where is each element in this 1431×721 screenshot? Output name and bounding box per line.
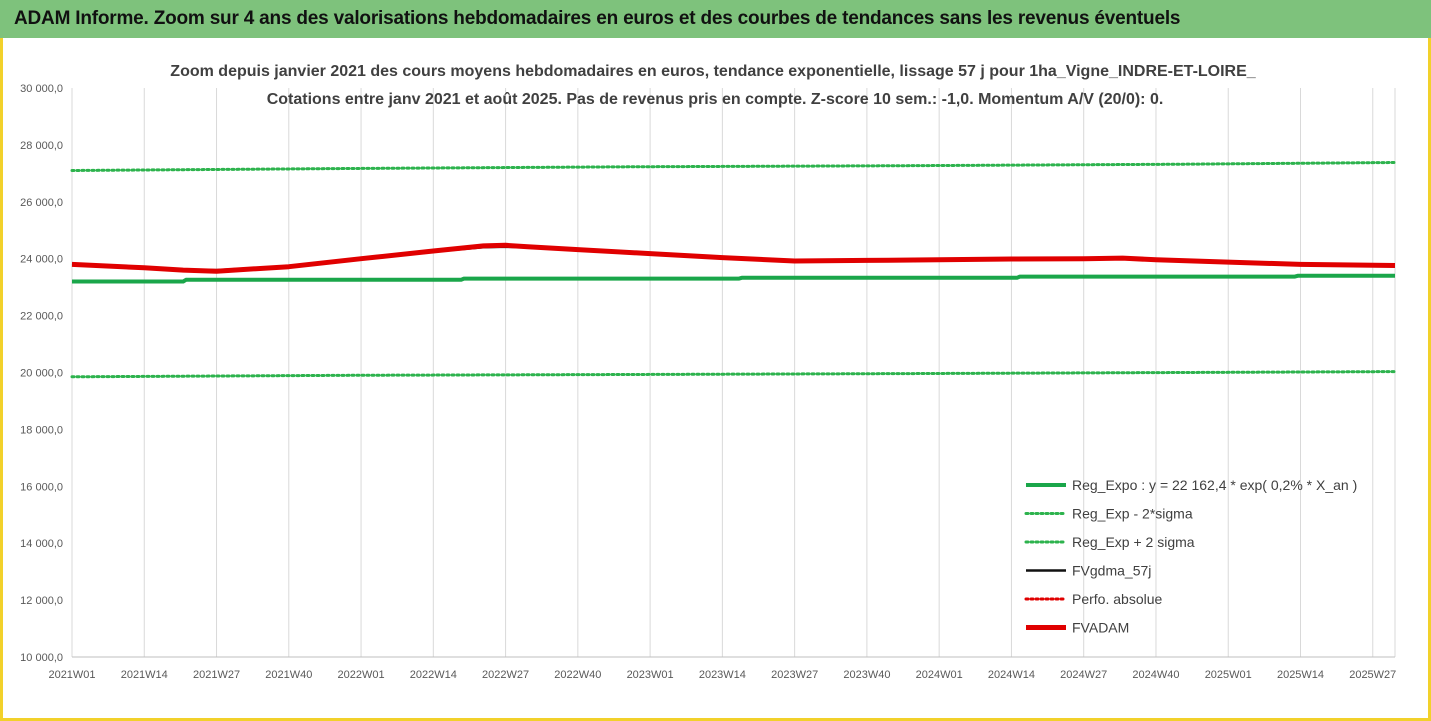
x-tick-label: 2024W27 (1060, 669, 1107, 681)
legend-label-2: Reg_Exp + 2 sigma (1072, 534, 1195, 550)
x-tick-label: 2024W40 (1132, 669, 1179, 681)
chart-subtitle: Cotations entre janv 2021 et août 2025. … (267, 91, 1164, 108)
x-tick-label: 2021W27 (193, 669, 240, 681)
y-tick-label: 10 000,0 (20, 652, 63, 664)
y-tick-label: 12 000,0 (20, 595, 63, 607)
y-axis-ticks: 10 000,0 12 000,0 14 000,0 16 000,0 18 000,0… (20, 83, 63, 664)
x-tick-label: 2022W01 (338, 669, 385, 681)
x-tick-label: 2023W40 (843, 669, 890, 681)
x-tick-label: 2024W14 (988, 669, 1035, 681)
report-banner-title: ADAM Informe. Zoom sur 4 ans des valoris… (0, 0, 1431, 38)
y-tick-label: 30 000,0 (20, 83, 63, 95)
y-tick-label: 20 000,0 (20, 368, 63, 380)
y-tick-label: 28 000,0 (20, 140, 63, 152)
x-tick-label: 2025W01 (1205, 669, 1252, 681)
line-chart: 10 000,0 12 000,0 14 000,0 16 000,0 18 000,0… (20, 63, 1397, 681)
x-tick-label: 2023W14 (699, 669, 746, 681)
legend-label-1: Reg_Exp - 2*sigma (1072, 506, 1193, 522)
legend-label-0: Reg_Expo : y = 22 162,4 * exp( 0,2% * X_… (1072, 477, 1357, 493)
x-tick-label: 2025W27 (1349, 669, 1396, 681)
x-tick-label: 2022W40 (554, 669, 601, 681)
x-axis-ticks: 2021W01 2021W14 2021W27 2021W40 2022W01 2022W… (48, 669, 1396, 681)
x-tick-label: 2021W01 (48, 669, 95, 681)
legend-label-4: Perfo. absolue (1072, 591, 1162, 607)
chart-frame: 10 000,0 12 000,0 14 000,0 16 000,0 18 000,0… (0, 38, 1431, 721)
y-tick-label: 16 000,0 (20, 481, 63, 493)
y-tick-label: 18 000,0 (20, 424, 63, 436)
series-lines (70, 161, 1397, 379)
series-line-2 (70, 161, 1397, 172)
series-line-1 (70, 370, 1397, 379)
series-line-5 (71, 242, 1396, 274)
y-tick-label: 14 000,0 (20, 538, 63, 550)
x-tick-label: 2022W27 (482, 669, 529, 681)
x-tick-label: 2024W01 (916, 669, 963, 681)
x-tick-label: 2021W40 (265, 669, 312, 681)
legend: Reg_Expo : y = 22 162,4 * exp( 0,2% * X_… (1024, 477, 1357, 636)
x-tick-label: 2022W14 (410, 669, 457, 681)
x-tick-label: 2023W27 (771, 669, 818, 681)
legend-label-3: FVgdma_57j (1072, 563, 1151, 579)
x-tick-label: 2025W14 (1277, 669, 1324, 681)
legend-label-5: FVADAM (1072, 620, 1129, 636)
x-tick-label: 2023W01 (627, 669, 674, 681)
y-tick-label: 26 000,0 (20, 197, 63, 209)
chart-title: Zoom depuis janvier 2021 des cours moyen… (170, 63, 1256, 80)
y-tick-label: 22 000,0 (20, 311, 63, 323)
x-tick-label: 2021W14 (121, 669, 168, 681)
series-line-0 (72, 273, 1395, 284)
y-tick-label: 24 000,0 (20, 254, 63, 266)
